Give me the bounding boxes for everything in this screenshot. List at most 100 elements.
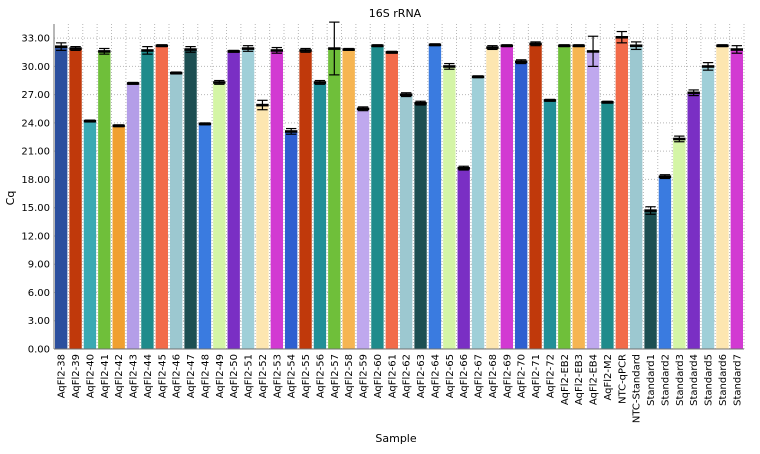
- y-tick-label: 21.00: [21, 147, 50, 158]
- x-tick-label: AqFl2-54: [287, 354, 298, 398]
- x-tick-label: AqFl2-EB2: [560, 354, 571, 405]
- bar: [270, 50, 283, 350]
- bar: [385, 52, 398, 350]
- y-tick-labels: 0.00 3.00 6.00 9.00 12.00 15.00 18.00 21.00 24.0…: [21, 34, 50, 356]
- x-tick-label: AqFl2-62: [402, 354, 413, 398]
- x-tick-label: AqFl2-EB4: [589, 354, 600, 405]
- bar: [299, 50, 312, 350]
- x-tick-label: AqFl2-70: [517, 354, 528, 398]
- x-tick-label: AqFl2-63: [416, 354, 427, 398]
- bar: [716, 45, 729, 350]
- x-tick-label: AqFl2-M2: [603, 354, 614, 401]
- bar: [687, 92, 700, 349]
- bar: [69, 48, 82, 350]
- y-tick-label: 18.00: [21, 175, 50, 186]
- x-tick-label: AqFl2-60: [373, 354, 384, 398]
- bar: [658, 176, 672, 349]
- bar: [630, 45, 643, 350]
- x-tick-label: AqFl2-38: [57, 354, 68, 398]
- bar: [227, 51, 240, 349]
- bar: [55, 46, 68, 349]
- bar: [126, 83, 140, 349]
- x-tick-label: AqFl2-40: [85, 354, 96, 398]
- bar: [601, 102, 614, 349]
- bar: [328, 48, 341, 350]
- x-tick-label: AqFl2-41: [100, 354, 111, 398]
- bar: [141, 50, 154, 350]
- x-tick-label: AqFl2-49: [215, 354, 226, 398]
- bar: [112, 125, 125, 349]
- axes: [53, 24, 744, 350]
- bar: [371, 45, 384, 350]
- bar: [428, 44, 442, 349]
- x-tick-label: Standard1: [646, 354, 657, 406]
- bar: [730, 49, 743, 349]
- x-tick-label: AqFl2-71: [531, 354, 542, 398]
- x-tick-label: Standard2: [660, 354, 671, 406]
- x-tick-label: AqFl2-44: [143, 354, 154, 398]
- x-tick-label: AqFl2-51: [244, 354, 255, 398]
- x-tick-label: Standard6: [718, 354, 729, 406]
- x-tick-label: AqFl2-43: [129, 354, 140, 398]
- x-tick-label: Standard5: [704, 354, 715, 406]
- bar: [184, 49, 197, 349]
- x-tick-label: AqFl2-57: [330, 354, 341, 398]
- y-tick-label: 30.00: [21, 62, 50, 73]
- y-tick-label: 3.00: [28, 316, 50, 327]
- x-tick-label: AqFl2-59: [359, 354, 370, 398]
- bar: [356, 108, 370, 349]
- bar: [414, 103, 427, 349]
- y-tick-label: 27.00: [21, 90, 50, 101]
- bar: [558, 45, 571, 350]
- y-tick-label: 12.00: [21, 231, 50, 242]
- x-tick-label: AqFl2-58: [344, 354, 355, 398]
- bar: [673, 138, 686, 349]
- y-tick-label: 0.00: [28, 345, 50, 356]
- bar: [213, 82, 226, 350]
- bar: [586, 51, 600, 349]
- bar: [342, 49, 355, 349]
- x-tick-label: AqFl2-50: [229, 354, 240, 398]
- bar: [701, 66, 715, 350]
- x-tick-label: AqFl2-65: [445, 354, 456, 398]
- y-tick-label: 24.00: [21, 118, 50, 129]
- bar: [529, 43, 542, 350]
- bar: [155, 45, 168, 350]
- bar: [572, 45, 585, 350]
- x-tick-label: AqFl2-52: [258, 354, 269, 398]
- bar: [471, 76, 485, 349]
- x-tick-label: AqFl2-53: [272, 354, 283, 398]
- x-tick-label: AqFl2-68: [488, 354, 499, 398]
- bar: [400, 94, 413, 349]
- x-tick-label: AqFl2-39: [71, 354, 82, 398]
- y-tick-label: 15.00: [21, 203, 50, 214]
- bar: [170, 72, 183, 349]
- x-tick-label: AqFl2-47: [186, 354, 197, 398]
- x-tick-label: Standard3: [675, 354, 686, 406]
- x-tick-label: AqFl2-46: [172, 354, 183, 398]
- bar: [198, 123, 212, 349]
- x-tick-label: AqFl2-72: [545, 354, 556, 398]
- x-tick-label: AqFl2-69: [502, 354, 513, 398]
- x-axis-label: Sample: [375, 432, 416, 445]
- x-tick-label: AqFl2-45: [157, 354, 168, 398]
- x-tick-labels: AqFl2-38 AqFl2-39 AqFl2-40 AqFl2-41 AqFl2-42…: [57, 354, 744, 423]
- error-bars: [55, 21, 743, 215]
- bar: [615, 37, 628, 349]
- bar: [443, 66, 456, 350]
- bar: [457, 168, 470, 349]
- bars: [55, 35, 743, 350]
- chart-title: 16S rRNA: [369, 7, 422, 20]
- x-tick-label: AqFl2-48: [200, 354, 211, 398]
- x-tick-label: AqFl2-42: [114, 354, 125, 398]
- bar: [285, 131, 298, 349]
- x-tick-label: AqFl2-66: [459, 354, 470, 398]
- x-tick-label: Standard4: [689, 354, 700, 406]
- grid: [53, 24, 745, 350]
- bar: [543, 100, 557, 349]
- bar: [313, 82, 327, 350]
- x-tick-label: AqFl2-67: [474, 354, 485, 398]
- y-tick-label: 6.00: [28, 288, 50, 299]
- x-tick-label: AqFl2-56: [315, 354, 326, 398]
